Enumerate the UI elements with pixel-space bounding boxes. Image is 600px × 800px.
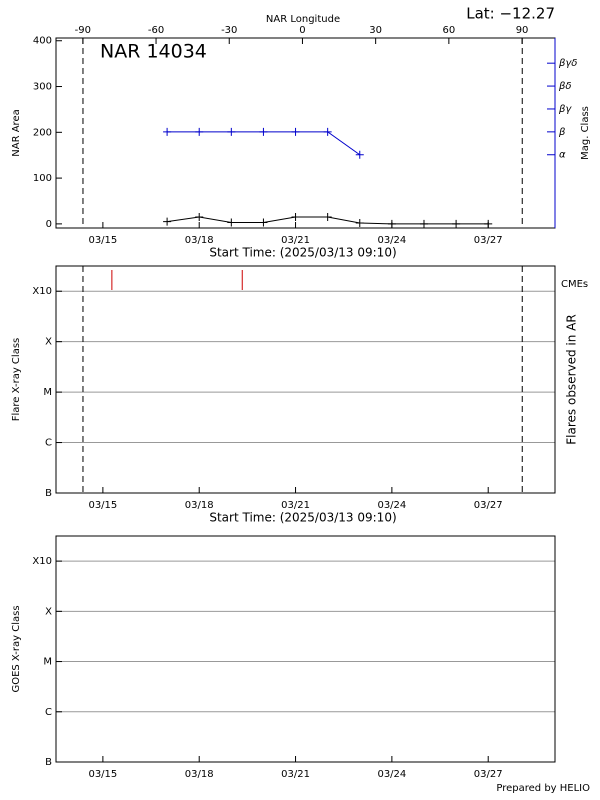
y2-tick-label: β bbox=[558, 127, 566, 138]
latitude: Lat: −12.27 bbox=[466, 5, 555, 23]
y-tick-label: X bbox=[45, 337, 52, 348]
point-marker bbox=[195, 127, 204, 136]
y2-axis-label: Flares observed in AR bbox=[565, 314, 579, 444]
point-marker bbox=[355, 218, 364, 227]
point-marker bbox=[259, 127, 268, 136]
x-tick-label: 03/18 bbox=[185, 769, 214, 780]
y-tick-label: 300 bbox=[33, 82, 52, 93]
y-tick-label: B bbox=[45, 488, 52, 499]
x-tick-label: 03/27 bbox=[474, 769, 503, 780]
x-axis-label: Start Time: (2025/03/13 09:10) bbox=[209, 246, 396, 260]
plot-frame bbox=[55, 265, 556, 494]
y2-tick-label: βγ bbox=[558, 104, 572, 115]
point-marker bbox=[387, 219, 396, 228]
panel-title: NAR 14034 bbox=[100, 41, 207, 63]
point-marker bbox=[355, 150, 364, 159]
point-marker bbox=[227, 127, 236, 136]
x2-axis-label: NAR Longitude bbox=[266, 14, 340, 25]
cme-legend: CMEs bbox=[561, 279, 588, 290]
y-axis-label: GOES X-ray Class bbox=[11, 605, 22, 692]
plot-frame bbox=[55, 535, 556, 763]
point-marker bbox=[484, 219, 493, 228]
x-axis-label: Start Time: (2025/03/13 09:10) bbox=[209, 511, 396, 525]
x2-tick-label: 90 bbox=[516, 25, 529, 36]
x-tick-label: 03/21 bbox=[281, 235, 310, 246]
y-tick-label: X bbox=[45, 606, 52, 617]
y-tick-label: X10 bbox=[32, 286, 52, 297]
point-marker bbox=[291, 127, 300, 136]
y-tick-label: 100 bbox=[33, 173, 52, 184]
point-marker bbox=[259, 218, 268, 227]
x-tick-label: 03/15 bbox=[88, 235, 117, 246]
y2-tick-label: α bbox=[559, 150, 566, 161]
y-tick-label: C bbox=[45, 438, 52, 449]
point-marker bbox=[227, 218, 236, 227]
x2-tick-label: 0 bbox=[299, 25, 305, 36]
x-tick-label: 03/27 bbox=[474, 235, 503, 246]
y2-tick-label: βδ bbox=[558, 81, 572, 92]
point-marker bbox=[291, 213, 300, 222]
point-marker bbox=[163, 217, 172, 226]
y-axis-label: Flare X-ray Class bbox=[11, 338, 22, 422]
y-tick-label: X10 bbox=[32, 556, 52, 567]
point-marker bbox=[452, 219, 461, 228]
y2-axis-label: Mag. Class bbox=[580, 106, 591, 160]
x2-tick-label: 60 bbox=[442, 25, 455, 36]
x-tick-label: 03/15 bbox=[88, 500, 117, 511]
x2-tick-label: -30 bbox=[221, 25, 237, 36]
x-tick-label: 03/24 bbox=[377, 500, 406, 511]
x-tick-label: 03/24 bbox=[377, 769, 406, 780]
y-tick-label: 200 bbox=[33, 127, 52, 138]
x2-tick-label: -90 bbox=[75, 25, 91, 36]
y-tick-label: 400 bbox=[33, 36, 52, 47]
plot-frame bbox=[55, 37, 556, 229]
x2-tick-label: -60 bbox=[148, 25, 164, 36]
point-marker bbox=[195, 213, 204, 222]
x2-tick-label: 30 bbox=[369, 25, 382, 36]
y-tick-label: B bbox=[45, 757, 52, 768]
y2-tick-label: βγδ bbox=[558, 58, 577, 69]
y-axis-label: NAR Area bbox=[11, 109, 22, 156]
y-tick-label: C bbox=[45, 707, 52, 718]
point-marker bbox=[419, 219, 428, 228]
x-tick-label: 03/18 bbox=[185, 235, 214, 246]
x-tick-label: 03/24 bbox=[377, 235, 406, 246]
x-tick-label: 03/21 bbox=[281, 769, 310, 780]
y-tick-label: M bbox=[43, 657, 52, 668]
x-tick-label: 03/18 bbox=[185, 500, 214, 511]
y-tick-label: M bbox=[43, 387, 52, 398]
x-tick-label: 03/15 bbox=[88, 769, 117, 780]
point-marker bbox=[323, 127, 332, 136]
y-tick-label: 0 bbox=[46, 219, 52, 230]
footer: Prepared by HELIO bbox=[496, 783, 590, 794]
x-tick-label: 03/21 bbox=[281, 500, 310, 511]
point-marker bbox=[323, 213, 332, 222]
x-tick-label: 03/27 bbox=[474, 500, 503, 511]
point-marker bbox=[163, 127, 172, 136]
